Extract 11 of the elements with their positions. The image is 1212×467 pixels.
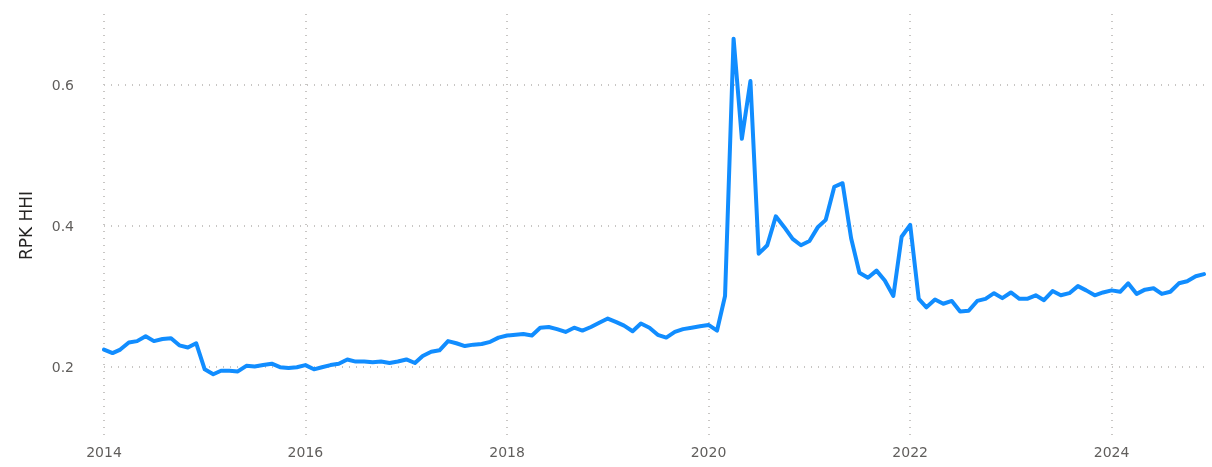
y-tick-label: 0.4 <box>51 217 75 234</box>
x-tick-label: 2016 <box>287 444 324 460</box>
x-tick-label: 2020 <box>690 444 727 460</box>
line-series <box>102 36 1206 377</box>
x-tick-label: 2014 <box>86 444 122 460</box>
x-tick-label: 2018 <box>489 444 525 460</box>
x-tick-label: 2024 <box>1093 444 1130 460</box>
y-tick-label: 0.6 <box>51 76 75 93</box>
x-tick-label: 2022 <box>892 444 928 460</box>
y-axis-title: RPK HHI <box>15 190 36 261</box>
y-tick-label: 0.2 <box>51 358 74 375</box>
